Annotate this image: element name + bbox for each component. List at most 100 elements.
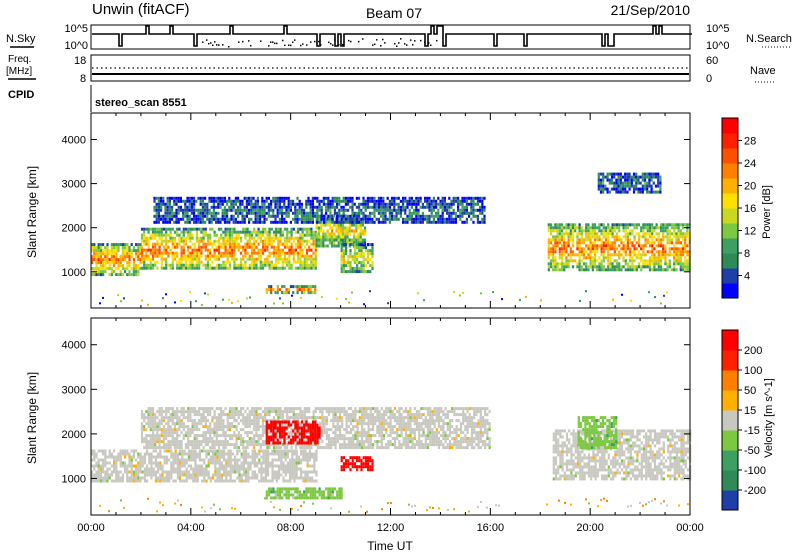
echo-cell <box>245 196 248 200</box>
echo-cell <box>571 223 575 227</box>
echo-cell <box>648 241 652 245</box>
echo-cell <box>419 220 422 224</box>
echo-cell <box>371 220 374 224</box>
echo-cell <box>106 249 109 253</box>
echo-cell <box>563 265 566 269</box>
echo-cell <box>181 473 184 477</box>
echo-cell <box>324 220 327 224</box>
echo-cell <box>209 461 212 465</box>
echo-cell <box>630 184 633 188</box>
echo-cell <box>205 467 208 471</box>
echo-cell <box>371 267 374 271</box>
echo-cell <box>124 449 127 453</box>
echo-cell <box>342 217 345 221</box>
nsearch-dot <box>348 39 350 42</box>
echo-cell <box>259 248 262 252</box>
echo-cell <box>342 232 345 236</box>
echo-cell <box>124 255 127 259</box>
echo-cell <box>373 199 376 203</box>
echo-cell <box>345 252 348 256</box>
echo-cell <box>600 253 603 257</box>
echo-cell <box>637 190 640 194</box>
echo-cell <box>686 262 689 266</box>
echo-cell <box>244 416 247 420</box>
echo-cell <box>195 413 199 417</box>
echo-cell <box>223 208 226 212</box>
echo-cell <box>215 437 218 441</box>
echo-cell <box>194 476 197 480</box>
echo-cell <box>218 479 221 483</box>
echo-cell <box>173 446 177 450</box>
echo-cell <box>246 251 249 255</box>
echo-cell <box>280 449 283 453</box>
echo-cell <box>158 425 161 429</box>
echo-cell <box>426 199 429 203</box>
echo-cell <box>270 242 273 246</box>
nsearch-dot <box>320 44 322 46</box>
echo-cell <box>626 235 630 239</box>
echo-cell <box>155 214 158 218</box>
echo-cell <box>119 455 122 459</box>
echo-cell <box>324 232 327 236</box>
echo-cell <box>246 257 249 261</box>
echo-cell <box>282 467 285 471</box>
echo-cell <box>190 211 193 215</box>
echo-cell <box>261 208 264 212</box>
echo-cell <box>556 265 559 269</box>
echo-cell <box>360 217 363 221</box>
echo-cell <box>560 238 564 242</box>
echo-cell <box>340 264 343 268</box>
echo-cell <box>552 235 555 239</box>
echo-cell <box>613 259 616 263</box>
echo-cell <box>344 196 347 200</box>
echo-cell <box>282 464 285 468</box>
echo-cell <box>288 248 291 252</box>
echo-cell <box>266 260 269 264</box>
echo-cell <box>91 246 94 250</box>
echo-cell <box>198 467 201 471</box>
echo-cell <box>223 449 226 453</box>
echo-cell <box>160 428 163 432</box>
echo-cell <box>223 196 226 200</box>
echo-cell <box>670 241 674 245</box>
echo-cell <box>110 249 113 253</box>
echo-cell <box>244 419 247 423</box>
echo-cell <box>560 229 564 233</box>
echo-cell <box>258 452 261 456</box>
echo-cell <box>246 239 249 243</box>
echo-cell <box>309 285 312 289</box>
echo-cell <box>371 211 374 215</box>
echo-cell <box>259 260 262 264</box>
echo-cell <box>644 223 647 227</box>
echo-cell <box>197 214 200 218</box>
echo-cell <box>269 464 272 468</box>
echo-cell <box>578 250 581 254</box>
echo-cell <box>130 267 133 271</box>
echo-cell <box>270 236 273 240</box>
echo-cell <box>404 208 407 212</box>
echo-cell <box>598 235 601 239</box>
noise-cell <box>141 299 143 302</box>
echo-cell <box>135 267 138 271</box>
echo-cell <box>238 464 241 468</box>
echo-cell <box>104 258 107 262</box>
echo-cell <box>149 407 152 411</box>
echo-cell <box>140 245 144 249</box>
echo-cell <box>244 242 247 246</box>
echo-cell <box>606 190 609 194</box>
echo-cell <box>250 205 253 209</box>
echo-cell <box>635 172 638 176</box>
echo-cell <box>97 270 100 274</box>
echo-cell <box>320 211 323 215</box>
noise-cell <box>501 298 503 301</box>
echo-cell <box>202 431 205 435</box>
echo-cell <box>268 254 271 258</box>
echo-cell <box>342 238 345 242</box>
echo-cell <box>110 473 113 477</box>
echo-cell <box>618 265 621 269</box>
echo-cell <box>604 268 608 272</box>
echo-cell <box>339 226 342 230</box>
echo-cell <box>110 270 113 274</box>
echo-cell <box>291 473 294 477</box>
echo-cell <box>292 291 295 295</box>
